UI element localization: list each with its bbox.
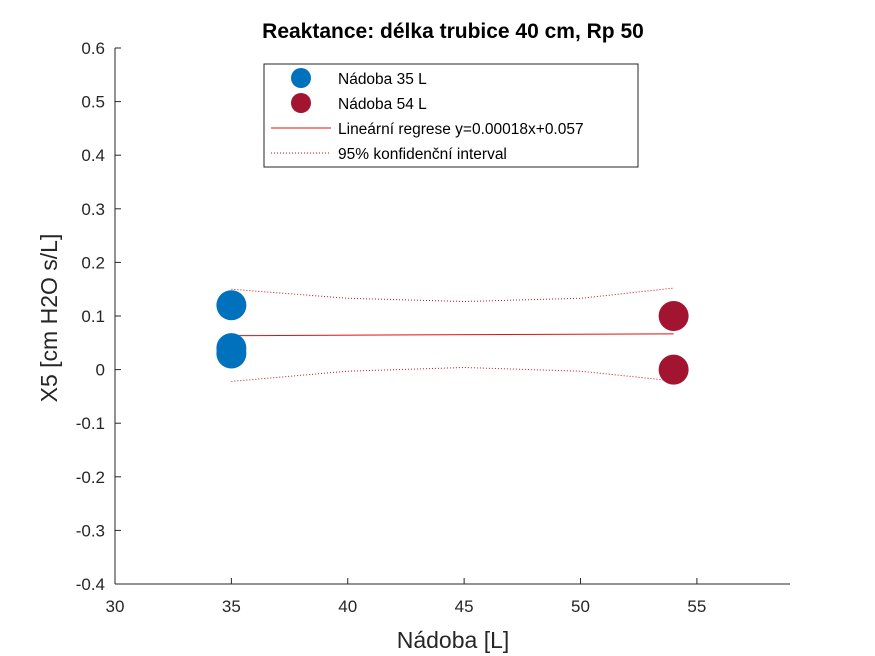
y-tick-label: 0.5 — [81, 93, 105, 112]
x-tick-label: 50 — [571, 597, 590, 616]
y-tick-label: 0.3 — [81, 200, 105, 219]
axes: -0.4 -0.3 -0.2 -0.1 0 0.1 0.2 0.3 0.4 0.5 0.6 30 35 4… — [76, 39, 790, 616]
plot-area — [216, 287, 689, 385]
legend-marker-nadoba-54 — [291, 93, 311, 113]
data-point-series-1-1 — [658, 354, 689, 385]
y-tick-label: -0.3 — [76, 521, 105, 540]
data-point-series-0-2 — [216, 338, 247, 369]
y-tick-label: 0 — [96, 361, 105, 380]
y-tick-label: -0.1 — [76, 414, 105, 433]
legend-label-confidence: 95% konfidenční interval — [338, 146, 507, 163]
legend-label-nadoba-54: Nádoba 54 L — [338, 96, 427, 113]
legend-label-nadoba-35: Nádoba 35 L — [338, 71, 427, 88]
legend-marker-nadoba-35 — [291, 68, 311, 88]
legend-box — [263, 63, 639, 168]
y-tick-label: -0.2 — [76, 468, 105, 487]
regression-line — [231, 333, 674, 337]
y-tick-label: 0.6 — [81, 39, 105, 58]
y-tick-label: 0.4 — [81, 146, 105, 165]
x-tick-label: 40 — [338, 597, 357, 616]
data-point-series-1-0 — [658, 301, 689, 331]
y-axis-label: X5 [cm H2O s/L] — [36, 234, 62, 403]
x-tick-label: 30 — [106, 597, 125, 616]
legend: Nádoba 35 L Nádoba 54 L Lineární regrese… — [263, 63, 639, 168]
x-tick-label: 35 — [222, 597, 241, 616]
x-tick-label: 55 — [687, 597, 706, 616]
x-tick-label: 45 — [455, 597, 474, 616]
chart-title: Reaktance: délka trubice 40 cm, Rp 50 — [262, 20, 644, 43]
legend-label-regression: Lineární regrese y=0.00018x+0.057 — [338, 121, 584, 138]
data-point-series-0-0 — [216, 290, 247, 321]
y-tick-label: 0.1 — [81, 307, 105, 326]
y-tick-label: 0.2 — [81, 253, 105, 272]
x-axis-label: Nádoba [L] — [397, 627, 510, 653]
y-tick-label: -0.4 — [76, 575, 105, 594]
